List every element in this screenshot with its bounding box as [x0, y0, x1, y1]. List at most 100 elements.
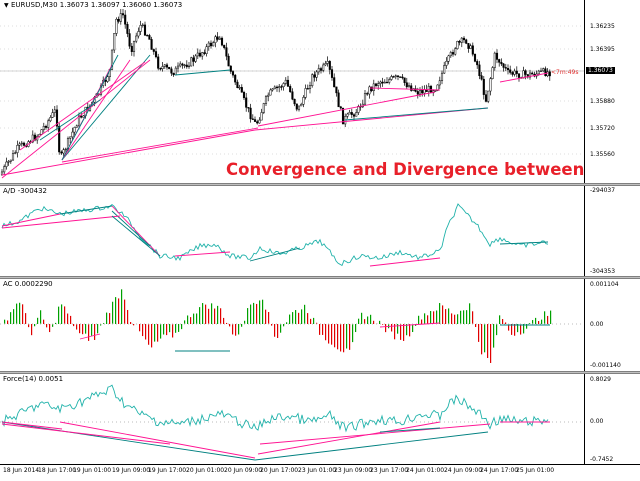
ac-bar: [91, 324, 92, 336]
ac-bar: [208, 309, 209, 324]
candle-body: [215, 37, 217, 43]
ac-bar: [307, 313, 308, 324]
ac-bar: [433, 311, 434, 324]
candle-body: [146, 35, 148, 36]
symbol-dropdown-icon[interactable]: ▼: [4, 2, 9, 9]
candle-body: [179, 64, 181, 66]
ac-bar: [262, 300, 263, 324]
candle-body: [69, 137, 71, 138]
candle-body: [514, 71, 516, 74]
ac-bar: [43, 320, 44, 324]
candle-body: [353, 115, 355, 117]
force-line: [2, 385, 548, 431]
ac-pane[interactable]: AC 0.0002290 0.001104 0.00 -0.001140: [0, 279, 640, 371]
candle-body: [518, 74, 520, 78]
ac-bar: [274, 324, 275, 337]
ac-bar: [82, 324, 83, 334]
candle-body: [61, 152, 63, 153]
candle-body: [507, 68, 509, 70]
candle-body: [545, 69, 547, 76]
candle-body: [375, 84, 377, 86]
candle-body: [234, 75, 236, 82]
candle-body: [241, 87, 243, 92]
time-tick: 24 Jun 09:00: [444, 467, 482, 474]
ac-bar: [181, 324, 182, 329]
ad-pane[interactable]: A/D -300432 -294037 -304353: [0, 186, 640, 276]
time-tick: 24 Jun 01:00: [406, 467, 444, 474]
candle-body: [318, 68, 320, 71]
ac-bar: [130, 322, 131, 324]
time-tick: 19 Jun 17:00: [148, 467, 186, 474]
candle-body: [118, 19, 120, 21]
candle-body: [250, 108, 252, 119]
ac-bar: [268, 312, 269, 324]
candle-body: [285, 80, 287, 83]
ac-bar: [361, 313, 362, 324]
ac-bar: [358, 319, 359, 324]
candle-body: [160, 68, 162, 69]
ac-bar: [205, 305, 206, 324]
ac-bar: [277, 324, 278, 338]
candle-body: [364, 93, 366, 104]
ac-bar: [298, 313, 299, 324]
force-plot-area[interactable]: [0, 374, 585, 464]
candle-body: [406, 83, 408, 87]
ac-bar: [46, 324, 47, 327]
time-tick: 20 Jun 09:00: [224, 467, 262, 474]
ac-bar: [439, 303, 440, 324]
price-tick: 1.36395: [590, 46, 615, 53]
ac-bar: [64, 306, 65, 324]
candle-body: [50, 117, 52, 120]
divergence-line: [2, 130, 255, 175]
candle-body: [140, 25, 142, 31]
ac-bar: [37, 318, 38, 324]
candle-body: [168, 67, 170, 69]
candle-body: [17, 145, 19, 152]
candle-body: [347, 114, 349, 116]
ac-bar: [382, 324, 383, 325]
ac-bar: [76, 324, 77, 330]
ac-bar: [370, 315, 371, 324]
candle-body: [245, 98, 247, 108]
candle-body: [296, 104, 298, 109]
candle-body: [157, 57, 159, 68]
candle-body: [329, 61, 331, 69]
price-plot-area[interactable]: [0, 0, 585, 183]
ac-bar: [187, 315, 188, 324]
candle-body: [490, 79, 492, 91]
candle-body: [135, 36, 137, 41]
price-tick: 1.35880: [590, 98, 615, 105]
ac-bar: [331, 324, 332, 345]
candle-body: [331, 70, 333, 78]
candle-body: [428, 86, 430, 91]
price-pane[interactable]: ▼ EURUSD,M30 1.36073 1.36097 1.36060 1.3…: [0, 0, 640, 183]
candle-body: [144, 25, 146, 35]
ad-plot-area[interactable]: [0, 186, 585, 276]
candle-body: [164, 65, 166, 67]
candle-body: [243, 92, 245, 98]
candle-body: [382, 82, 384, 83]
ac-bar: [457, 314, 458, 324]
ac-bar: [109, 313, 110, 324]
ac-bar: [232, 324, 233, 334]
candle-body: [525, 71, 527, 75]
divergence-line: [60, 206, 112, 214]
time-tick: 25 Jun 01:00: [516, 467, 554, 474]
force-tick: 0.8029: [590, 376, 611, 383]
price-tick: 1.36235: [590, 23, 615, 30]
candle-body: [349, 112, 351, 114]
force-pane[interactable]: Force(14) 0.0051 0.8029 0.00 -0.7452: [0, 374, 640, 464]
ac-bar: [241, 324, 242, 327]
candle-body: [305, 88, 307, 97]
candle-body: [270, 90, 272, 95]
ac-chart: [0, 279, 584, 371]
ac-bar: [157, 324, 158, 342]
ac-bar: [430, 311, 431, 324]
candle-body: [371, 87, 373, 91]
candle-body: [76, 126, 78, 127]
candle-body: [199, 53, 201, 56]
ac-bar: [466, 310, 467, 324]
ac-plot-area[interactable]: [0, 279, 585, 371]
ac-bar: [481, 324, 482, 354]
candle-body: [309, 86, 311, 89]
